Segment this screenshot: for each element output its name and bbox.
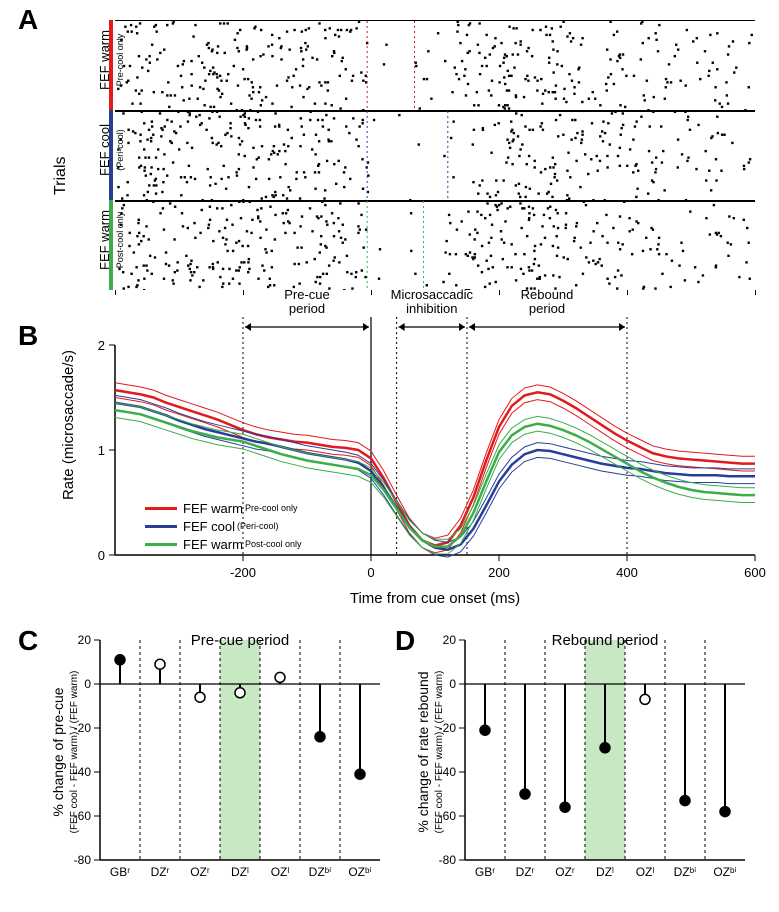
svg-text:0: 0	[98, 548, 105, 563]
svg-text:DZʳ: DZʳ	[516, 865, 535, 879]
raster-label-pre: FEF warmPre-cool only	[97, 15, 126, 105]
svg-text:200: 200	[488, 565, 510, 580]
svg-text:-200: -200	[230, 565, 256, 580]
svg-text:OZˡ: OZˡ	[271, 865, 290, 879]
raster-row-post	[115, 200, 755, 290]
panel-b-xlabel: Time from cue onset (ms)	[115, 590, 755, 607]
panel-d-chart: -80-60-40-20020GBʳDZʳOZʳDZˡOZˡDZᵇⁱOZᵇⁱ	[465, 640, 745, 860]
panel-letter-a: A	[18, 4, 38, 36]
svg-text:400: 400	[616, 565, 638, 580]
figure-root: A B C D Trials -2000200400600012Pre-cuep…	[0, 0, 779, 912]
svg-text:period: period	[289, 301, 325, 316]
raster-row-pre	[115, 20, 755, 112]
svg-text:0: 0	[449, 677, 456, 691]
svg-text:GBʳ: GBʳ	[110, 865, 130, 879]
panel-a-xtick	[243, 290, 244, 295]
svg-text:GBʳ: GBʳ	[475, 865, 495, 879]
legend-item: FEF warm Pre-cool only	[145, 500, 301, 516]
panel-a-xtick	[499, 290, 500, 295]
svg-text:Microsaccadic: Microsaccadic	[391, 287, 474, 302]
svg-text:DZˡ: DZˡ	[231, 865, 249, 879]
svg-text:DZˡ: DZˡ	[596, 865, 614, 879]
svg-text:2: 2	[98, 338, 105, 353]
raster-label-cool: FEF cool(Peri-cool)	[97, 105, 126, 195]
panel-a-xtick	[627, 290, 628, 295]
panel-c-ylabel: % change of pre-cue (FEF cool - FEF warm…	[50, 642, 80, 862]
panel-letter-d: D	[395, 625, 415, 657]
svg-text:OZʳ: OZʳ	[555, 865, 575, 879]
panel-a-raster	[115, 20, 755, 290]
panel-letter-c: C	[18, 625, 38, 657]
raster-row-cool	[115, 110, 755, 202]
legend-item: FEF warm Post-cool only	[145, 536, 301, 552]
svg-text:OZᵇⁱ: OZᵇⁱ	[348, 865, 371, 879]
panel-b-legend: FEF warm Pre-cool only FEF cool (Peri-coo…	[145, 500, 301, 554]
svg-text:period: period	[529, 301, 565, 316]
panel-c-title: Pre-cue period	[100, 632, 380, 649]
panel-a-xtick	[371, 290, 372, 295]
svg-text:1: 1	[98, 443, 105, 458]
svg-text:DZᵇⁱ: DZᵇⁱ	[674, 865, 697, 879]
legend-item: FEF cool (Peri-cool)	[145, 518, 301, 534]
svg-text:0: 0	[367, 565, 374, 580]
panel-a-trials-label: Trials	[52, 156, 70, 195]
svg-text:0: 0	[84, 677, 91, 691]
panel-d-title: Rebound period	[465, 632, 745, 649]
svg-text:600: 600	[744, 565, 766, 580]
svg-text:OZᵇⁱ: OZᵇⁱ	[713, 865, 736, 879]
svg-text:DZʳ: DZʳ	[151, 865, 170, 879]
panel-c-chart: -80-60-40-20020GBʳDZʳOZʳDZˡOZˡDZᵇⁱOZᵇⁱ	[100, 640, 380, 860]
panel-d-ylabel: % change of rate rebound (FEF cool - FEF…	[415, 642, 445, 862]
svg-text:inhibition: inhibition	[406, 301, 457, 316]
raster-label-post: FEF warmPost-cool only	[97, 195, 126, 285]
svg-text:Pre-cue: Pre-cue	[284, 287, 330, 302]
svg-text:Rebound: Rebound	[521, 287, 574, 302]
svg-text:OZˡ: OZˡ	[636, 865, 655, 879]
panel-letter-b: B	[18, 320, 38, 352]
panel-a-xtick	[755, 290, 756, 295]
panel-a-xtick	[115, 290, 116, 295]
svg-text:DZᵇⁱ: DZᵇⁱ	[309, 865, 332, 879]
panel-b-ylabel: Rate (microsaccade/s)	[60, 320, 77, 530]
svg-text:OZʳ: OZʳ	[190, 865, 210, 879]
